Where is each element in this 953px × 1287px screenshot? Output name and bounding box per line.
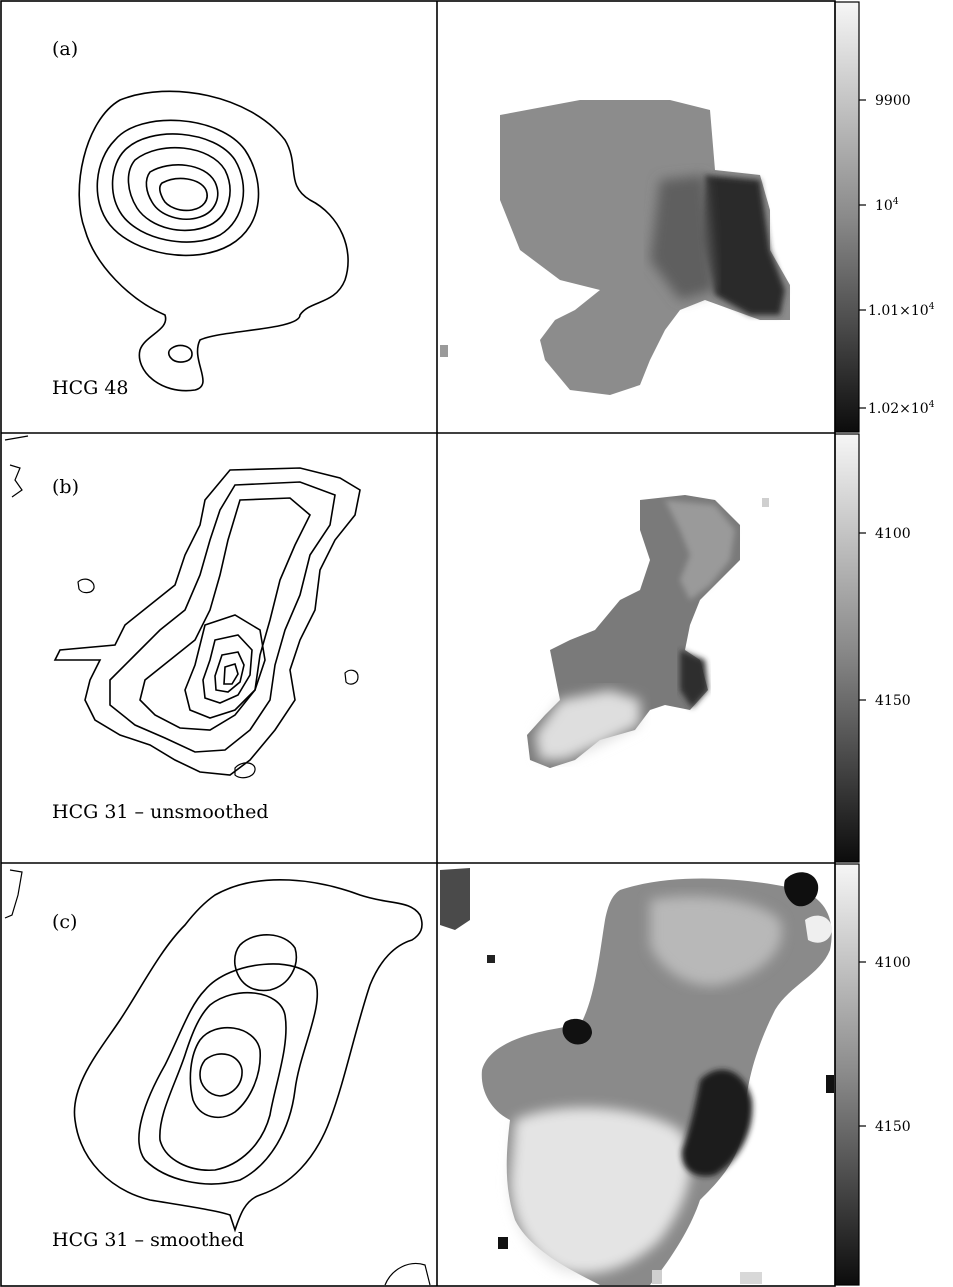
colorbar-c-bar: [834, 863, 860, 1286]
panel-frames: [0, 0, 836, 1287]
velocity-map-c: [440, 868, 834, 1285]
contour-b-4: [184, 614, 266, 719]
colorbar-b-bar: [834, 433, 860, 863]
contour-panel-c: (c) HCG 31 – smoothed: [4, 869, 431, 1286]
velocity-map-a-dark: [700, 175, 785, 315]
contour-b-3: [139, 497, 311, 731]
colorbar-a-tick-0: 9900: [875, 93, 911, 109]
colorbar-b-tick-0: 4100: [875, 526, 911, 542]
contour-b-blob-2: [234, 762, 256, 779]
contour-a-5: [145, 164, 219, 220]
row-b: (b) HCG 31 – unsmoothed 4100 4150: [4, 433, 911, 863]
velocity-map-c-dark-band: [681, 1069, 753, 1177]
contour-c-outer: [73, 879, 423, 1233]
colorbar-a-tick-1: 104: [875, 197, 899, 214]
contour-b-edge: [9, 464, 23, 498]
contour-c-4: [189, 1026, 261, 1119]
velocity-map-b-dark: [680, 650, 708, 708]
panel-label-a: (a): [52, 38, 78, 60]
colorbar-c-tick-1: 4150: [875, 1119, 911, 1135]
panel-label-b: (b): [52, 476, 79, 498]
object-label-c: HCG 31 – smoothed: [52, 1229, 244, 1251]
velocity-map-c-dark-top: [784, 872, 819, 907]
contour-c-2: [138, 963, 319, 1185]
velocity-map-c-dot-4: [652, 1270, 662, 1284]
panel-label-c: (c): [52, 911, 77, 933]
velocity-map-a-body: [500, 100, 790, 395]
contour-b-outer: [53, 467, 361, 776]
row-a: (a) HCG 48 9900 104 1.01×104 1.02×104: [52, 1, 935, 433]
velocity-map-c-dot-5: [740, 1272, 762, 1284]
contour-a-6: [158, 177, 208, 212]
contour-a-3: [111, 133, 245, 243]
contour-a-4: [127, 146, 231, 232]
velocity-map-c-edge-blob: [440, 868, 470, 930]
contour-b-blob-3: [77, 578, 95, 594]
colorbar-a-ticks: [859, 99, 866, 409]
velocity-map-c-dark-left: [562, 1018, 592, 1045]
contour-b-core: [223, 663, 239, 685]
velocity-map-c-dot-1: [487, 955, 495, 963]
contour-b-edge-2: [4, 435, 29, 441]
object-label-b: HCG 31 – unsmoothed: [52, 801, 268, 823]
velocity-map-a-mid: [650, 175, 715, 300]
contour-b-2: [109, 481, 336, 753]
velocity-map-c-upper-light: [650, 896, 782, 986]
velocity-map-c-right-light: [805, 915, 832, 943]
contour-panel-a: (a) HCG 48: [52, 38, 349, 399]
contour-a-2: [96, 119, 260, 257]
contour-panel-b: (b) HCG 31 – unsmoothed: [4, 435, 361, 823]
colorbar-b-tick-1: 4150: [875, 693, 911, 709]
velocity-map-b-upper: [665, 500, 735, 600]
colorbar-a: 9900 104 1.01×104 1.02×104: [834, 1, 935, 433]
velocity-map-b-dot: [762, 498, 769, 507]
colorbar-a-tick-2: 1.01×104: [868, 302, 935, 319]
object-label-a: HCG 48: [52, 377, 129, 399]
contour-a-outer: [78, 90, 349, 392]
contour-b-5: [202, 634, 253, 704]
velocity-map-b-light: [535, 690, 640, 760]
contour-c-3: [159, 991, 287, 1171]
contour-c-5: [199, 1053, 243, 1097]
contour-c-upper: [233, 934, 297, 992]
colorbar-a-bar: [834, 1, 860, 433]
colorbar-b: 4100 4150: [834, 433, 911, 863]
row-c: (c) HCG 31 – smoothed 4100 4150: [4, 863, 911, 1286]
contour-b-blob-1: [344, 669, 359, 685]
velocity-map-c-light: [510, 1107, 691, 1274]
colorbar-c-tick-0: 4100: [875, 955, 911, 971]
colorbar-c: 4100 4150: [834, 863, 911, 1286]
velocity-map-b: [527, 495, 769, 768]
contour-a-blob: [167, 344, 193, 363]
velocity-map-a: [440, 100, 790, 395]
contour-b-6: [214, 651, 245, 693]
contour-c-edge: [4, 869, 23, 919]
contour-c-bottom: [384, 1263, 431, 1286]
velocity-map-c-dot-3: [826, 1075, 834, 1093]
colorbar-a-tick-3: 1.02×104: [868, 400, 935, 417]
velocity-map-c-dot-2: [498, 1237, 508, 1249]
velocity-map-a-dot: [440, 345, 448, 357]
